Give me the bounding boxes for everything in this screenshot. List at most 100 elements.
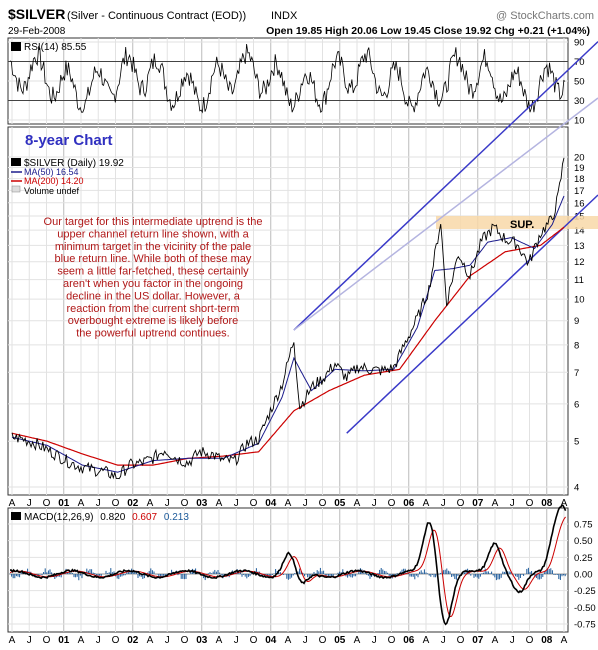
price-tick-label: 11 — [574, 275, 584, 286]
macd-tick-label: 0.75 — [574, 520, 593, 531]
rsi-tick-label: 50 — [574, 77, 585, 88]
legend-swatch-price — [11, 158, 21, 166]
price-tick-label: 19 — [574, 163, 585, 174]
x-tick-label: J — [165, 635, 170, 646]
x-tick-label: 01 — [58, 635, 70, 646]
rsi-tick-label: 90 — [574, 38, 585, 49]
header-description: (Silver - Continuous Contract (EOD)) — [67, 10, 246, 22]
header-date: 29-Feb-2008 — [8, 26, 66, 37]
rsi-tick-label: 10 — [574, 116, 585, 127]
x-tick-label: A — [216, 635, 223, 646]
annotation-line: upper channel return line shown, with a — [57, 228, 249, 240]
price-tick-label: 20 — [574, 153, 585, 164]
price-tick-label: 13 — [574, 241, 585, 252]
x-tick-label: 05 — [334, 635, 346, 646]
header-symbol: $SILVER — [8, 6, 65, 22]
price-legend: $SILVER (Daily) 19.92 MA(50) 16.54 MA(20… — [11, 158, 124, 196]
legend-price: $SILVER (Daily) 19.92 — [24, 158, 124, 169]
x-tick-label: 02 — [127, 498, 139, 509]
x-tick-label: A — [285, 498, 292, 509]
macd-tick-label: -0.75 — [574, 620, 596, 631]
ma50-line — [11, 195, 565, 473]
x-tick-label: O — [319, 635, 327, 646]
legend-ma50: MA(50) 16.54 — [24, 167, 79, 177]
x-tick-label: O — [526, 498, 534, 509]
x-tick-label: 03 — [196, 498, 208, 509]
sup-label: SUP. — [510, 219, 534, 231]
annotation-line: seem a little far-fetched, these certain… — [57, 266, 249, 278]
x-tick-label: J — [234, 498, 239, 509]
legend-swatch-volume — [11, 185, 21, 193]
header-ohlc: Open 19.85 High 20.06 Low 19.45 Close 19… — [266, 25, 590, 37]
x-tick-label: O — [43, 498, 51, 509]
x-tick-label: A — [423, 498, 430, 509]
x-axis-main: A J O 01 A J O 02 A J O 03 A J O 04 A J O 05 A J O 06 A J O 07 A J O 08… — [9, 498, 568, 509]
annotation-line: blue return line. While both of these ma… — [55, 253, 252, 265]
support-band — [436, 216, 598, 229]
x-tick-label: 03 — [196, 635, 208, 646]
x-tick-label: A — [147, 498, 154, 509]
price-tick-label: 7 — [574, 368, 579, 379]
x-tick-label: 05 — [334, 498, 346, 509]
x-tick-label: J — [441, 498, 446, 509]
price-tick-label: 9 — [574, 316, 579, 327]
x-tick-label: A — [423, 635, 430, 646]
macd-tick-label: -0.50 — [574, 603, 596, 614]
x-tick-label: O — [388, 635, 396, 646]
price-tick-label: 12 — [574, 257, 585, 268]
x-tick-label: 06 — [403, 635, 415, 646]
x-tick-label: A — [561, 498, 568, 509]
price-tick-label: 10 — [574, 295, 585, 306]
x-tick-label: A — [9, 635, 16, 646]
price-tick-label: 6 — [574, 399, 579, 410]
x-tick-label: 06 — [403, 498, 415, 509]
header-credit: @ StockCharts.com — [496, 10, 594, 22]
x-axis-macd: A J O 01 A J O 02 A J O 03 A J O 04 A J O 05 A J O 06 A J O 07 A J O 08… — [9, 635, 568, 646]
macd-tick-label: 0.50 — [574, 536, 593, 547]
annotation-line: Our target for this intermediate uptrend… — [44, 216, 263, 228]
macd-tick-label: 0.00 — [574, 570, 593, 581]
x-tick-label: J — [96, 635, 101, 646]
x-tick-label: O — [457, 635, 465, 646]
x-tick-label: J — [303, 498, 308, 509]
price-tick-label: 18 — [574, 174, 585, 185]
x-tick-label: 08 — [541, 635, 553, 646]
x-tick-label: O — [112, 498, 120, 509]
annotation-line: decline in the US dollar. However, a — [66, 290, 241, 302]
x-tick-label: O — [250, 498, 258, 509]
ma200-line — [11, 226, 565, 466]
price-tick-label: 17 — [574, 186, 585, 197]
x-tick-label: 07 — [472, 498, 484, 509]
x-tick-label: A — [354, 498, 361, 509]
rsi-label: RSI(14) 85.55 — [24, 42, 87, 53]
x-tick-label: J — [27, 498, 32, 509]
x-tick-label: O — [457, 498, 465, 509]
x-tick-label: J — [441, 635, 446, 646]
x-tick-label: O — [181, 498, 189, 509]
x-tick-label: A — [492, 635, 499, 646]
rsi-legend-swatch — [11, 42, 21, 51]
x-tick-label: J — [96, 498, 101, 509]
x-tick-label: J — [27, 635, 32, 646]
x-tick-label: A — [9, 498, 16, 509]
upper-channel-line — [293, 41, 598, 331]
price-tick-label: 16 — [574, 198, 585, 209]
pale-return-line — [293, 97, 598, 331]
macd-tick-label: 0.25 — [574, 553, 593, 564]
price-tick-label: 4 — [574, 483, 579, 494]
x-tick-label: J — [510, 498, 515, 509]
x-tick-label: 04 — [265, 498, 277, 509]
x-tick-label: J — [510, 635, 515, 646]
price-line — [11, 157, 565, 480]
x-tick-label: J — [165, 498, 170, 509]
rsi-tick-label: 70 — [574, 57, 585, 68]
x-tick-label: J — [234, 635, 239, 646]
x-tick-label: O — [250, 635, 258, 646]
x-tick-label: O — [319, 498, 327, 509]
x-tick-label: A — [147, 635, 154, 646]
macd-legend: MACD(12,26,9) 0.820 0.607 0.213 — [11, 512, 189, 523]
x-tick-label: O — [112, 635, 120, 646]
legend-volume: Volume undef — [24, 186, 80, 196]
x-tick-label: J — [303, 635, 308, 646]
